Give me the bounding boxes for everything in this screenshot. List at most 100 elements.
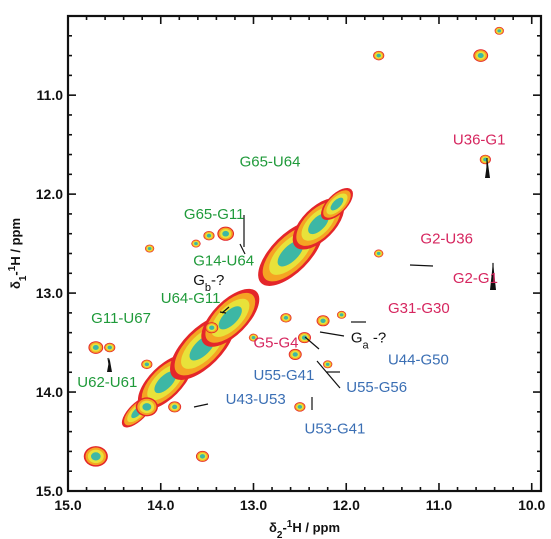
contour-ring xyxy=(206,233,212,238)
y-axis-title: δ1-1H / ppm xyxy=(7,218,29,289)
cross-peak-23 xyxy=(144,244,155,253)
cross-peak-24 xyxy=(191,239,201,248)
peak-label-g31-g30: G31-G30 xyxy=(388,300,450,317)
contour-ring xyxy=(194,242,198,246)
contour-ring xyxy=(144,362,150,367)
cross-peak-5 xyxy=(104,342,116,353)
cross-peak-3 xyxy=(168,401,182,413)
peak-label-u55-g41: U55-G41 xyxy=(253,367,314,384)
contour-ring xyxy=(199,454,206,459)
x-tick-label: 10.0 xyxy=(518,497,545,513)
leader-layer xyxy=(107,158,496,410)
cross-peak-4 xyxy=(88,341,104,354)
peak-label-g2-g1: G2-G1 xyxy=(453,270,498,287)
contour-ring xyxy=(330,197,344,211)
contour-ring xyxy=(339,313,344,317)
cross-peak-20 xyxy=(248,333,259,342)
x-tick-label: 14.0 xyxy=(147,497,174,513)
cross-peak-11 xyxy=(374,249,384,258)
contour-ring xyxy=(497,29,502,33)
cross-peak-13 xyxy=(316,315,330,327)
label-leader-line xyxy=(319,331,345,337)
x-tick-label: 15.0 xyxy=(54,497,81,513)
contour-ring xyxy=(251,336,256,340)
peak-label-ga: Ga -? xyxy=(351,330,386,352)
peak-label-u64-g11: U64-G11 xyxy=(161,290,221,307)
peak-label-g5-g4: G5-G4 xyxy=(253,335,298,352)
peak-label-g2-u36: G2-U36 xyxy=(420,231,473,248)
cross-peak-16 xyxy=(298,332,311,344)
x-tick-label: 11.0 xyxy=(426,497,453,513)
peak-label-u62-u61: U62-U61 xyxy=(77,374,137,391)
contour-ring xyxy=(297,404,303,409)
y-tick-label: 13.0 xyxy=(36,285,63,301)
x-tick-label: 13.0 xyxy=(240,497,267,513)
peak-label-u36-g1: U36-G1 xyxy=(453,132,506,149)
contour-ring xyxy=(92,344,99,351)
label-leader-line xyxy=(193,403,209,408)
label-leader-line xyxy=(316,360,341,389)
contour-ring xyxy=(142,403,152,411)
cross-peak-1 xyxy=(195,450,209,462)
label-leader-line xyxy=(409,264,434,267)
cross-peak-18 xyxy=(294,402,306,412)
diagonal-peak-3 xyxy=(201,288,260,347)
peak-label-g11-u67: G11-U67 xyxy=(91,310,151,327)
x-tick-label: 12.0 xyxy=(333,497,360,513)
cross-peak-19 xyxy=(205,322,219,334)
peak-label-u55-g56: U55-G56 xyxy=(346,379,407,396)
contour-ring xyxy=(91,452,101,461)
cross-peak-14 xyxy=(280,313,292,323)
contour-ring xyxy=(308,213,329,235)
contour-ring xyxy=(154,371,177,394)
contour-ring xyxy=(376,251,381,256)
contour-ring xyxy=(283,315,289,320)
cross-peak-0 xyxy=(83,446,108,467)
contour-ring xyxy=(292,352,298,357)
peak-label-g65-u64: G65-U64 xyxy=(240,153,301,170)
cross-peak-9 xyxy=(494,26,504,35)
cross-peak-12 xyxy=(336,310,347,319)
tick-layer: 15.0 14.0 13.0 12.0 11.0 10.0 11.0 12.0 13.0 14.0… xyxy=(36,15,546,513)
cross-peak-10 xyxy=(479,154,491,165)
cross-peak-7 xyxy=(373,50,385,61)
cross-peak-8 xyxy=(473,49,489,62)
contour-layer xyxy=(83,26,504,467)
contour-ring xyxy=(222,230,230,237)
y-tick-label: 11.0 xyxy=(37,87,64,103)
peak-label-gb: Gb-? xyxy=(193,272,224,294)
contour-ring xyxy=(301,335,308,340)
cross-peak-17 xyxy=(323,360,333,369)
contour-ring xyxy=(218,306,242,330)
peak-label-g65-g11: G65-G11 xyxy=(184,206,245,223)
u36-g1-marker xyxy=(485,160,490,178)
u62-u61-marker xyxy=(107,358,112,372)
contour-ring xyxy=(320,318,326,323)
contour-ring xyxy=(172,404,178,410)
cross-peak-15 xyxy=(288,348,302,360)
contour-ring xyxy=(107,345,112,350)
contour-ring xyxy=(209,325,215,330)
y-tick-label: 14.0 xyxy=(36,384,63,400)
label-leader-line xyxy=(304,336,320,350)
peak-label-u43-u53: U43-U53 xyxy=(226,391,286,408)
label-leader-line xyxy=(239,243,246,255)
contour-ring xyxy=(325,362,330,366)
cross-peak-21 xyxy=(217,226,235,241)
x-axis-title: δ2-1H / ppm xyxy=(269,519,340,539)
peak-label-g14-u64: G14-U64 xyxy=(193,252,254,269)
contour-ring xyxy=(477,53,484,59)
peak-label-u44-g50: U44-G50 xyxy=(388,351,449,368)
y-tick-label: 12.0 xyxy=(36,186,63,202)
diagonal-peak-6 xyxy=(320,188,353,221)
cross-peak-22 xyxy=(203,230,215,241)
y-tick-label: 15.0 xyxy=(36,483,63,499)
label-leader-line xyxy=(219,311,227,314)
contour-ring xyxy=(376,53,381,58)
cross-peak-2 xyxy=(135,397,158,417)
cross-peak-6 xyxy=(141,359,153,370)
g2-g1-marker xyxy=(490,262,496,290)
